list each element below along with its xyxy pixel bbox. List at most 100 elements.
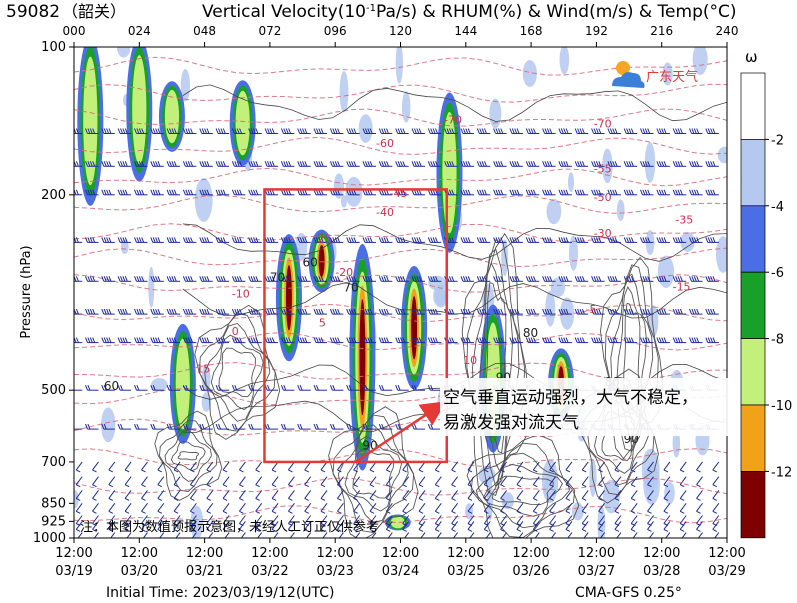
wind-barb-feather — [579, 161, 583, 167]
wind-barb-feather — [134, 385, 137, 391]
wind-barb-feather — [672, 189, 676, 195]
wind-barb — [460, 308, 474, 315]
wind-barb-shaft — [369, 461, 377, 471]
x-top-tick-label: 048 — [193, 24, 216, 38]
wind-barb-feather — [85, 161, 88, 167]
wind-barb-shaft — [614, 476, 622, 486]
wind-barb-feather — [675, 128, 679, 134]
temperature-contour — [74, 448, 727, 467]
wind-barb-feather — [103, 423, 107, 430]
wind-barb-feather — [516, 337, 520, 343]
wind-barb-feather — [85, 308, 88, 315]
wind-barb-feather — [369, 337, 373, 343]
wind-barb-feather — [648, 541, 652, 543]
wind-barb-shaft — [532, 461, 540, 471]
wind-barb — [264, 161, 279, 167]
wind-barb-feather — [117, 161, 121, 167]
wind-barb — [101, 337, 115, 344]
wind-barb-feather — [509, 161, 513, 167]
wind-barb-feather — [679, 128, 683, 134]
wind-barb-shaft — [402, 490, 410, 499]
wind-barb-feather — [679, 337, 683, 343]
wind-barb-feather — [108, 337, 112, 343]
wind-barb-shaft — [369, 515, 377, 524]
wind-barb — [623, 308, 638, 315]
wind-barb-feather — [484, 237, 487, 243]
wind-barb — [85, 423, 99, 430]
wind-barb-feather — [626, 308, 630, 315]
wind-barb-feather — [304, 469, 309, 473]
wind-barb — [255, 461, 263, 473]
wind-barb-feather — [710, 337, 714, 343]
wind-barb-shaft — [238, 502, 246, 512]
wind-barb-shaft — [712, 521, 720, 530]
wind-barb-feather — [411, 385, 415, 391]
wind-barb-feather — [591, 189, 595, 195]
wind-barb-feather — [528, 237, 532, 243]
wind-barb — [476, 161, 491, 167]
wind-barb-feather — [705, 337, 709, 343]
humidity-label: 60 — [104, 379, 119, 393]
wind-barb — [329, 385, 344, 391]
wind-barb-feather — [656, 308, 660, 315]
wind-barb-feather — [280, 385, 284, 391]
wind-barb-shaft — [206, 502, 214, 512]
wind-barb-feather — [528, 337, 532, 343]
wind-barb — [607, 276, 621, 282]
wind-barb-shaft — [581, 490, 589, 499]
wind-barb-feather — [253, 128, 256, 134]
wind-barb-feather — [416, 128, 420, 134]
temperature-label: -40 — [376, 206, 394, 219]
wind-barb-feather — [581, 189, 585, 195]
wind-barb-shaft — [271, 502, 279, 512]
wind-barb-feather — [707, 276, 711, 282]
wind-barb-feather — [430, 385, 434, 391]
wind-barb-feather — [283, 161, 287, 167]
wind-barb-feather — [74, 242, 75, 243]
humidity-label: 90 — [362, 438, 377, 452]
wind-barb-feather — [418, 337, 422, 343]
wind-barb-feather — [173, 189, 177, 195]
wind-barb-feather — [369, 237, 373, 243]
wind-barb-feather — [579, 237, 583, 243]
wind-barb-feather — [141, 497, 146, 501]
wind-barb-feather — [693, 276, 697, 282]
wind-barb — [346, 423, 360, 430]
wind-barb — [206, 521, 214, 532]
wind-barb-feather — [250, 237, 254, 243]
wind-barb-feather — [255, 497, 260, 501]
wind-barb — [353, 521, 361, 532]
wind-barb-shaft — [614, 461, 622, 471]
wind-barb-feather — [381, 276, 385, 282]
wind-barb-feather — [117, 337, 121, 343]
wind-barb-feather — [647, 161, 651, 167]
wind-barb — [215, 128, 230, 134]
wind-barb-feather — [75, 528, 81, 532]
wind-barb-feather — [87, 161, 91, 167]
wind-barb-shaft — [516, 476, 524, 486]
wind-barb — [542, 161, 556, 167]
wind-barb-feather — [206, 469, 212, 473]
wind-barb-feather — [354, 541, 358, 543]
wind-barb — [362, 276, 376, 282]
wind-barb — [215, 385, 230, 391]
wind-barb-feather — [370, 541, 374, 543]
wind-barb — [329, 128, 344, 134]
wind-barb — [74, 428, 83, 430]
wind-barb-feather — [647, 308, 651, 315]
chart-title: Vertical Velocity(10-1Pa/s) & RHUM(%) & … — [202, 2, 737, 22]
wind-barb — [297, 237, 311, 243]
wind-barb-shaft — [222, 502, 230, 512]
wind-barb-feather — [542, 161, 546, 167]
wind-barb-feather — [419, 541, 423, 543]
wind-barb-feather — [136, 308, 140, 315]
wind-barb — [558, 128, 572, 134]
wind-barb-shaft — [159, 532, 165, 538]
wind-barb — [598, 476, 605, 488]
wind-barb-feather — [378, 308, 382, 315]
wind-barb-feather — [299, 337, 303, 343]
wind-barb-feather — [563, 337, 567, 343]
wind-barb-feather — [220, 337, 224, 343]
wind-barb-feather — [134, 308, 137, 315]
wind-barb — [182, 337, 197, 344]
